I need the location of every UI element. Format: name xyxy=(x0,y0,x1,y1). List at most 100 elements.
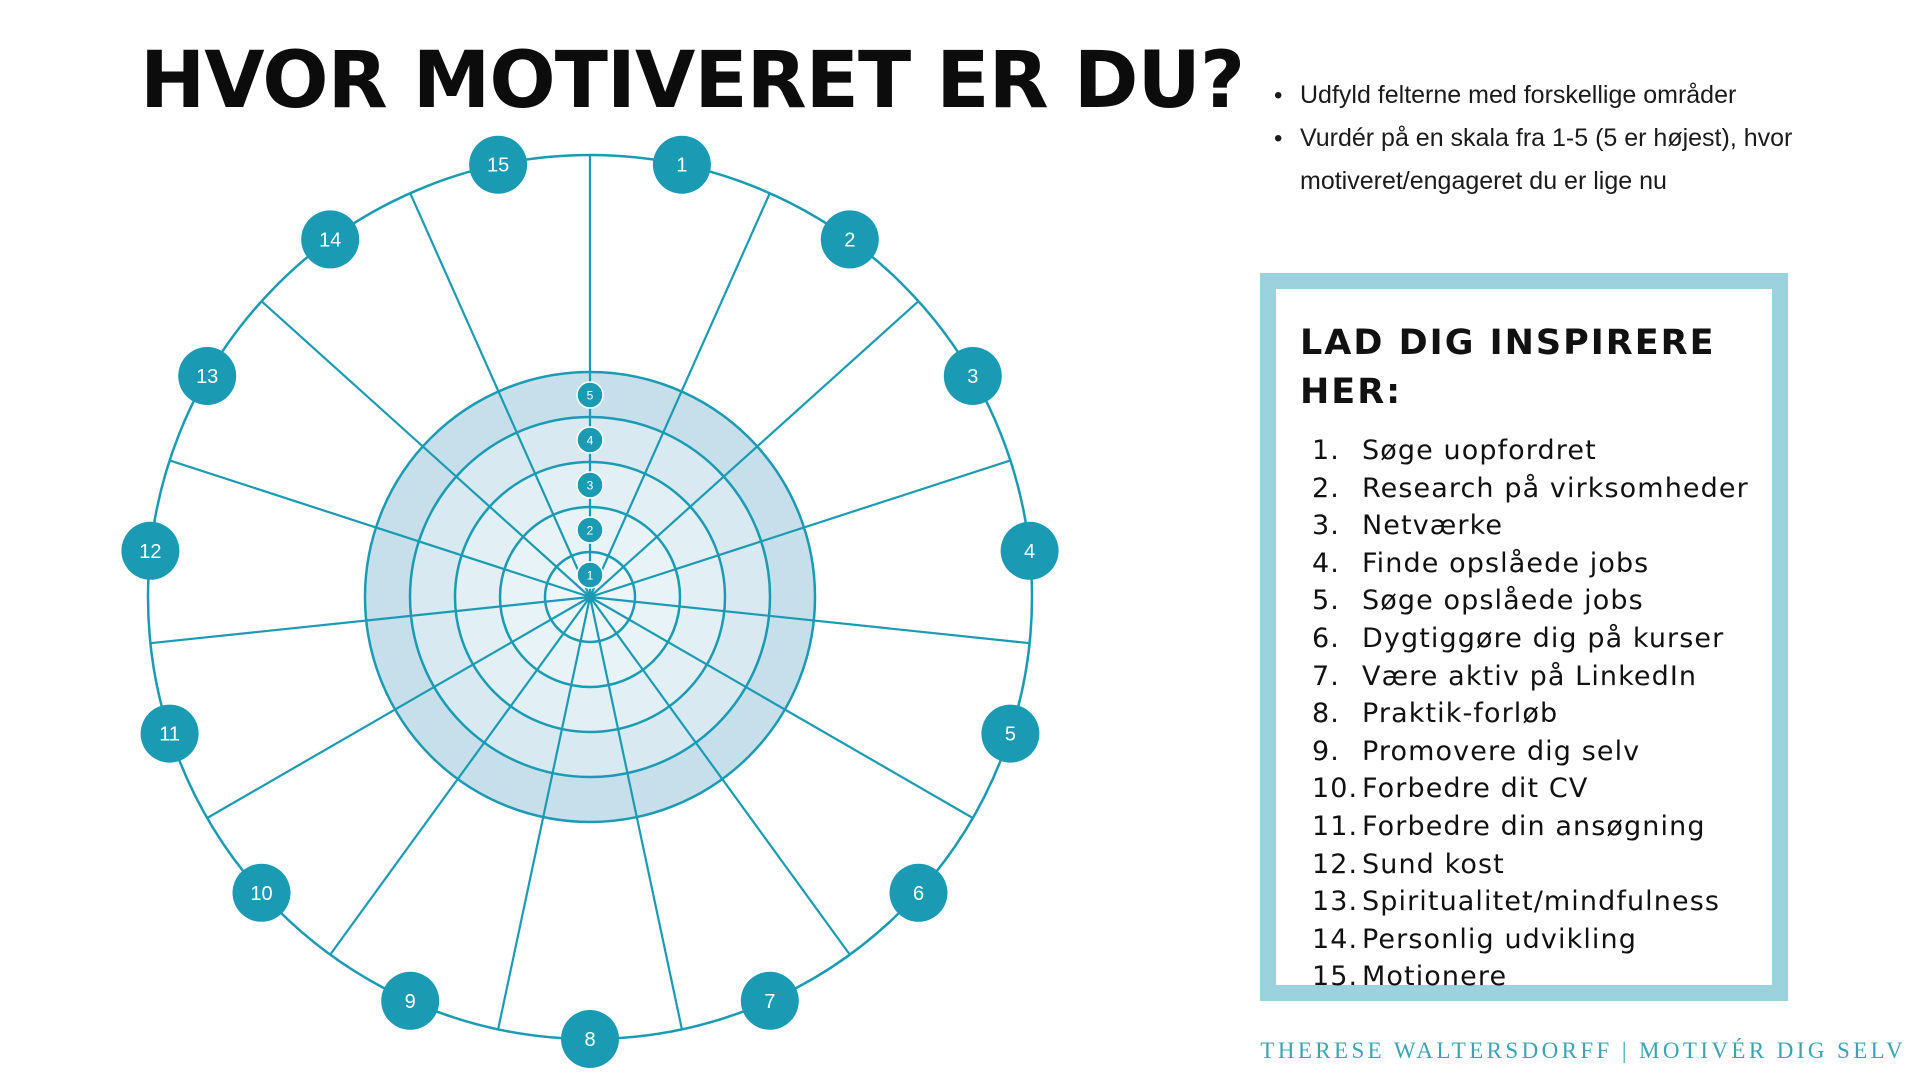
scale-marker: 5 xyxy=(576,381,604,409)
page-title: HVOR MOTIVERET ER DU? xyxy=(140,36,1245,126)
segment-badge-circle xyxy=(943,347,1002,405)
inspiration-item-number: 7. xyxy=(1312,660,1340,692)
segment-badge[interactable]: 5 xyxy=(981,704,1040,763)
inspiration-item-text: Praktik-forløb xyxy=(1362,698,1559,730)
inspiration-item-text: Spiritualitet/mindfulness xyxy=(1362,886,1721,918)
inspiration-item-text: Motionere xyxy=(1362,961,1508,993)
segment-badge[interactable]: 1 xyxy=(652,135,711,194)
inspiration-item: 15. Motionere xyxy=(1312,958,1749,996)
segment-badge-circle xyxy=(740,971,799,1030)
segment-badge-circle xyxy=(1000,521,1059,580)
segment-badge[interactable]: 12 xyxy=(121,521,180,580)
segment-badge[interactable]: 7 xyxy=(740,971,799,1030)
inspiration-item: 13. Spiritualitet/mindfulness xyxy=(1312,883,1749,921)
scale-marker-circle xyxy=(576,381,604,409)
wheel-spoke xyxy=(260,300,591,598)
segment-badge-label: 2 xyxy=(844,229,855,251)
inspiration-item-text: Forbedre din ansøgning xyxy=(1362,810,1706,842)
inspiration-item: 6. Dygtiggøre dig på kurser xyxy=(1312,620,1749,658)
inspiration-item: 1. Søge uopfordret xyxy=(1312,432,1749,470)
scale-marker: 3 xyxy=(576,471,604,499)
segment-badge[interactable]: 3 xyxy=(943,347,1002,405)
segment-badge-label: 10 xyxy=(250,883,272,905)
scale-marker-circle xyxy=(576,426,604,454)
inspiration-item-text: Dygtiggøre dig på kurser xyxy=(1362,622,1725,654)
wheel-spoke xyxy=(589,595,1030,645)
segment-badge[interactable]: 6 xyxy=(889,863,948,922)
inspiration-item-number: 8. xyxy=(1312,698,1340,730)
segment-badge-circle xyxy=(140,704,199,763)
inspiration-item-number: 13. xyxy=(1312,886,1359,918)
segment-badge-circle xyxy=(301,210,360,269)
inspiration-item-number: 9. xyxy=(1312,735,1340,767)
inspiration-item-text: Forbedre dit CV xyxy=(1362,773,1589,805)
segment-badge[interactable]: 8 xyxy=(561,1010,619,1068)
segment-badge[interactable]: 2 xyxy=(820,210,879,269)
instruction-item: Udfyld felterne med forskellige områder xyxy=(1268,74,1868,117)
inspiration-item-text: Søge opslåede jobs xyxy=(1362,585,1644,617)
inspiration-item: 4. Finde opslåede jobs xyxy=(1312,545,1749,583)
segment-badge[interactable]: 13 xyxy=(178,347,237,405)
inspiration-item-text: Søge uopfordret xyxy=(1362,435,1597,466)
segment-badge[interactable]: 11 xyxy=(140,704,199,763)
wheel-spoke xyxy=(497,596,592,1030)
segment-badge[interactable]: 9 xyxy=(381,971,440,1030)
segment-badge-label: 12 xyxy=(139,541,161,563)
inspiration-box: LAD DIG INSPIRERE HER: 1. Søge uopfordret… xyxy=(1260,273,1788,1001)
scale-marker-circle xyxy=(576,471,604,499)
segment-badge-circle xyxy=(889,863,948,922)
wheel-spoke xyxy=(409,192,592,598)
scale-marker-label: 5 xyxy=(587,389,594,403)
inspiration-item: 14. Personlig udvikling xyxy=(1312,921,1749,959)
scale-marker-circle xyxy=(576,516,604,544)
inspiration-item-text: Finde opslåede jobs xyxy=(1362,547,1650,579)
inspiration-item-number: 12. xyxy=(1312,848,1359,880)
segment-badge-label: 3 xyxy=(967,366,978,388)
scale-marker-circle xyxy=(576,561,604,589)
wheel-spoke xyxy=(588,192,771,598)
segment-badge-label: 9 xyxy=(405,991,416,1013)
inspiration-item: 11. Forbedre din ansøgning xyxy=(1312,808,1749,846)
segment-badge-circle xyxy=(381,971,440,1030)
instruction-item: Vurdér på en skala fra 1-5 (5 er højest)… xyxy=(1268,117,1868,203)
inspiration-item-number: 1. xyxy=(1312,435,1340,466)
segment-badge[interactable]: 4 xyxy=(1000,521,1059,580)
inspiration-item-text: Personlig udvikling xyxy=(1362,923,1637,955)
segment-badge-circle xyxy=(652,135,711,194)
inspiration-item-number: 2. xyxy=(1312,472,1340,504)
inspiration-item-text: Netværke xyxy=(1362,510,1504,542)
segment-badge[interactable]: 15 xyxy=(469,135,528,194)
inspiration-item-number: 11. xyxy=(1312,810,1359,842)
wheel-spoke xyxy=(589,300,920,598)
inspiration-item: 2. Research på virksomheder xyxy=(1312,470,1749,508)
inspiration-heading: LAD DIG INSPIRERE HER: xyxy=(1300,323,1716,412)
segment-badge-label: 14 xyxy=(319,229,341,251)
inspiration-item-number: 4. xyxy=(1312,547,1340,579)
segment-badge-circle xyxy=(469,135,528,194)
segment-badge-label: 15 xyxy=(487,155,509,177)
instructions-list: Udfyld felterne med forskellige områder … xyxy=(1268,74,1868,203)
wheel-spoke xyxy=(589,459,1011,599)
inspiration-item-text: Sund kost xyxy=(1362,848,1505,880)
wheel-spoke xyxy=(329,596,591,956)
inspiration-item-number: 10. xyxy=(1312,773,1359,805)
scale-marker: 4 xyxy=(576,426,604,454)
inspiration-item-number: 6. xyxy=(1312,622,1340,654)
segment-badge[interactable]: 10 xyxy=(232,863,291,922)
inspiration-item-text: Være aktiv på LinkedIn xyxy=(1362,660,1698,692)
segment-badge[interactable]: 14 xyxy=(301,210,360,269)
segment-badge-label: 1 xyxy=(676,155,687,177)
scale-marker-label: 3 xyxy=(587,479,594,493)
wheel-spoke xyxy=(206,596,591,819)
wheel-spoke xyxy=(589,596,974,819)
segment-badge-label: 7 xyxy=(764,991,775,1013)
inspiration-item: 8. Praktik-forløb xyxy=(1312,695,1749,733)
segment-badge-circle xyxy=(178,347,237,405)
segment-badge-label: 8 xyxy=(584,1029,595,1051)
segment-badge-label: 13 xyxy=(196,366,218,388)
segment-badge-circle xyxy=(232,863,291,922)
segment-badge-circle xyxy=(561,1010,619,1068)
inspiration-item: 7. Være aktiv på LinkedIn xyxy=(1312,658,1749,696)
inspiration-list: 1. Søge uopfordret 2. Research på virksomhe… xyxy=(1312,432,1749,996)
